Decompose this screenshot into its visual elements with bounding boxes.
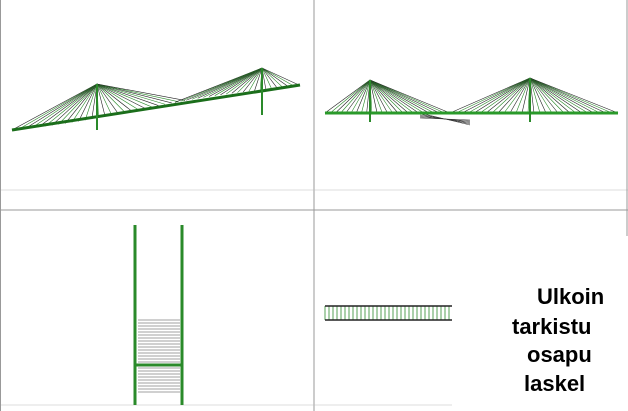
overlay-text: laskel (524, 371, 585, 397)
overlay-text: Ulkoin (537, 284, 604, 310)
overlay-text: osapu (527, 342, 592, 368)
overlay-text: tarkistu (512, 314, 591, 340)
page: Ulkoin tarkistu osapu laskel (() => { co… (0, 0, 628, 411)
text-box: Ulkoin tarkistu osapu laskel (452, 236, 628, 411)
